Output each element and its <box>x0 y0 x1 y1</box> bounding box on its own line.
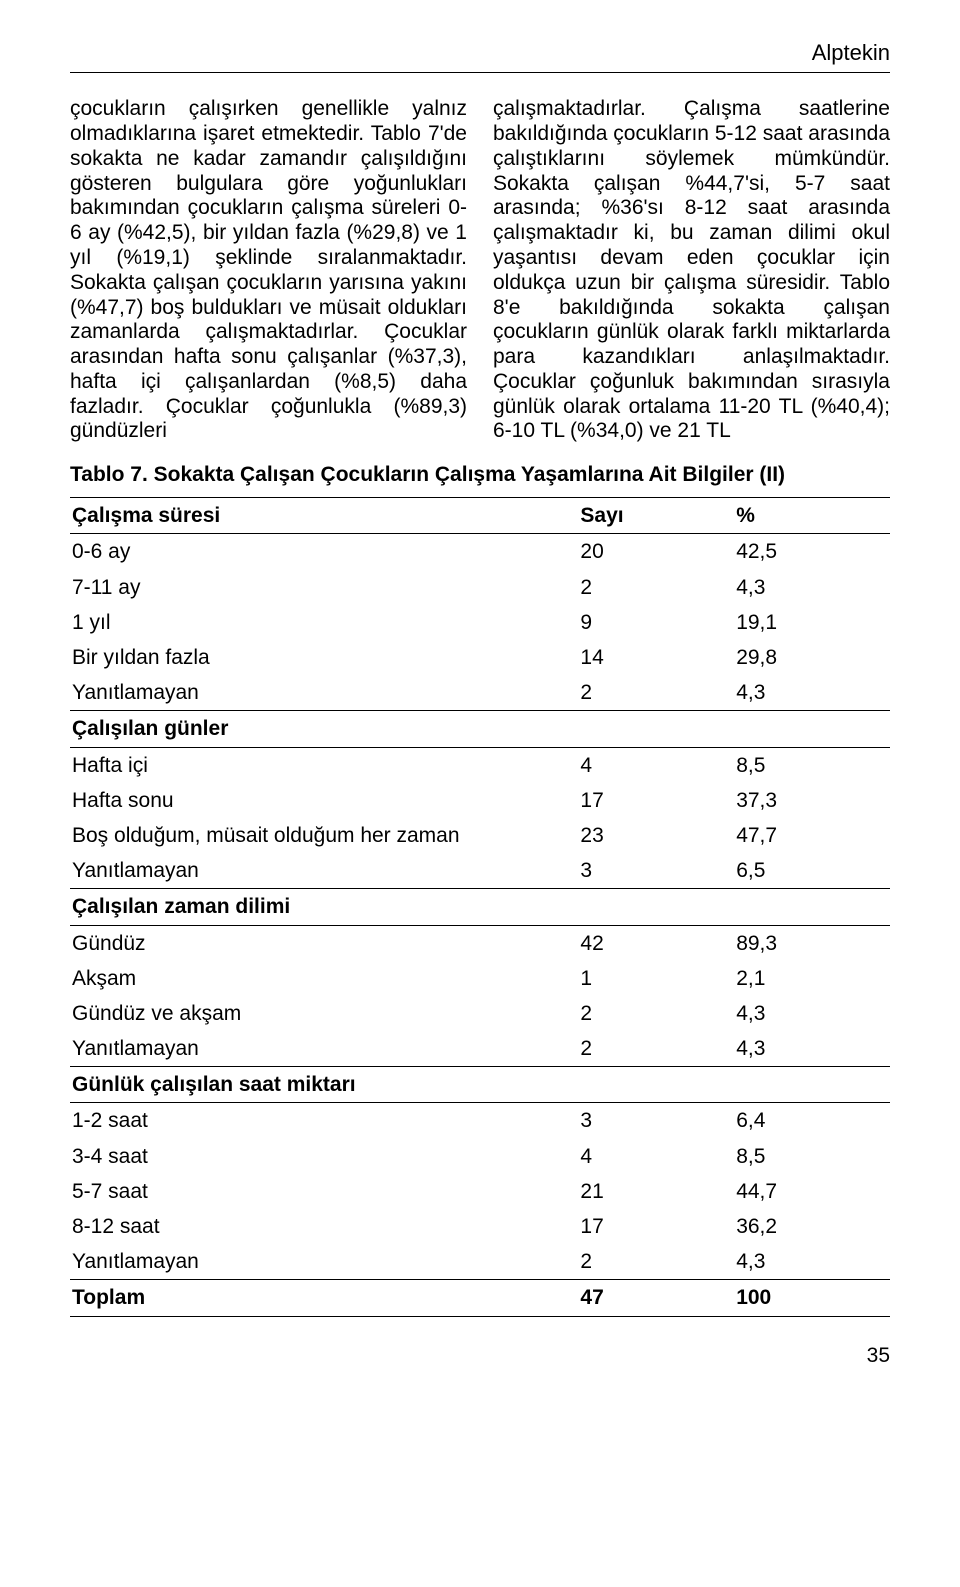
page-number: 35 <box>70 1343 890 1368</box>
running-head: Alptekin <box>70 40 890 66</box>
table-row: Yanıtlamayan36,5 <box>70 853 890 889</box>
table-cell-label: Boş olduğum, müsait olduğum her zaman <box>70 818 578 853</box>
table-row: Yanıtlamayan24,3 <box>70 1244 890 1280</box>
table-cell-label: Yanıtlamayan <box>70 1031 578 1067</box>
left-column: çocukların çalışırken genellikle yalnız … <box>70 97 467 444</box>
table-row: 1 yıl919,1 <box>70 605 890 640</box>
table-cell-sayi: 3 <box>578 1103 734 1139</box>
table-cell-label: Akşam <box>70 961 578 996</box>
table-section-header-cell: Çalışılan zaman dilimi <box>70 889 890 925</box>
table-section-header: Çalışılan günler <box>70 711 890 747</box>
table-cell-sayi: 2 <box>578 1031 734 1067</box>
table-cell-sayi: 14 <box>578 640 734 675</box>
table-section-header: Çalışılan zaman dilimi <box>70 889 890 925</box>
table-cell-pct: 44,7 <box>734 1174 890 1209</box>
table-cell-pct: 29,8 <box>734 640 890 675</box>
table-cell-label: 1 yıl <box>70 605 578 640</box>
table-total-row: Toplam47100 <box>70 1280 890 1316</box>
table-cell-sayi: 21 <box>578 1174 734 1209</box>
table-cell-label: 8-12 saat <box>70 1209 578 1244</box>
table-cell-sayi: 2 <box>578 675 734 711</box>
table-cell-pct: 4,3 <box>734 1244 890 1280</box>
table-row: Yanıtlamayan24,3 <box>70 1031 890 1067</box>
table-row: Hafta içi48,5 <box>70 747 890 783</box>
table-row: 7-11 ay24,3 <box>70 570 890 605</box>
table-cell-sayi: 2 <box>578 570 734 605</box>
table-section-header-cell: Çalışılan günler <box>70 711 890 747</box>
table-cell-label: Hafta sonu <box>70 783 578 818</box>
table-cell-sayi: 9 <box>578 605 734 640</box>
table-cell-sayi: 42 <box>578 925 734 961</box>
table-row: 8-12 saat1736,2 <box>70 1209 890 1244</box>
table-row: Yanıtlamayan24,3 <box>70 675 890 711</box>
col-header-sayi: Sayı <box>578 498 734 534</box>
table-cell-sayi: 23 <box>578 818 734 853</box>
right-column-text: çalışmaktadırlar. Çalışma saatlerine bak… <box>493 97 890 444</box>
table-cell-label: 5-7 saat <box>70 1174 578 1209</box>
table-cell-pct: 4,3 <box>734 996 890 1031</box>
table-cell-sayi: 2 <box>578 996 734 1031</box>
table-cell-sayi: 4 <box>578 747 734 783</box>
table-row: Boş olduğum, müsait olduğum her zaman234… <box>70 818 890 853</box>
table-cell-sayi: 4 <box>578 1139 734 1174</box>
table-cell-label: Bir yıldan fazla <box>70 640 578 675</box>
table-row: 0-6 ay2042,5 <box>70 534 890 570</box>
table-cell-sayi: 20 <box>578 534 734 570</box>
header-rule <box>70 72 890 73</box>
table-cell-pct: 4,3 <box>734 675 890 711</box>
table-cell-sayi: 1 <box>578 961 734 996</box>
table-cell-pct: 4,3 <box>734 570 890 605</box>
table-cell-label: Yanıtlamayan <box>70 853 578 889</box>
table-row: 1-2 saat36,4 <box>70 1103 890 1139</box>
table-row: Akşam12,1 <box>70 961 890 996</box>
table-cell-pct: 4,3 <box>734 1031 890 1067</box>
table-body: 0-6 ay2042,57-11 ay24,31 yıl919,1Bir yıl… <box>70 534 890 1316</box>
table-total-pct: 100 <box>734 1280 890 1316</box>
table-row: 3-4 saat48,5 <box>70 1139 890 1174</box>
table-total-sayi: 47 <box>578 1280 734 1316</box>
table-section-header: Günlük çalışılan saat miktarı <box>70 1067 890 1103</box>
table-cell-sayi: 17 <box>578 1209 734 1244</box>
table-cell-sayi: 17 <box>578 783 734 818</box>
table-cell-pct: 42,5 <box>734 534 890 570</box>
table-cell-sayi: 2 <box>578 1244 734 1280</box>
table-row: Bir yıldan fazla1429,8 <box>70 640 890 675</box>
right-column: çalışmaktadırlar. Çalışma saatlerine bak… <box>493 97 890 444</box>
table-total-label: Toplam <box>70 1280 578 1316</box>
table-cell-sayi: 3 <box>578 853 734 889</box>
left-column-text: çocukların çalışırken genellikle yalnız … <box>70 97 467 444</box>
body-columns: çocukların çalışırken genellikle yalnız … <box>70 97 890 444</box>
table-cell-label: Yanıtlamayan <box>70 1244 578 1280</box>
table-cell-pct: 47,7 <box>734 818 890 853</box>
table-row: Gündüz4289,3 <box>70 925 890 961</box>
table-cell-label: 0-6 ay <box>70 534 578 570</box>
table-row: 5-7 saat2144,7 <box>70 1174 890 1209</box>
table-cell-pct: 89,3 <box>734 925 890 961</box>
data-table: Çalışma süresi Sayı % 0-6 ay2042,57-11 a… <box>70 497 890 1316</box>
table-cell-label: Yanıtlamayan <box>70 675 578 711</box>
table-title: Tablo 7. Sokakta Çalışan Çocukların Çalı… <box>70 462 890 487</box>
col-header-pct: % <box>734 498 890 534</box>
table-cell-label: Hafta içi <box>70 747 578 783</box>
table-cell-pct: 2,1 <box>734 961 890 996</box>
table-cell-label: 1-2 saat <box>70 1103 578 1139</box>
table-section-header-cell: Günlük çalışılan saat miktarı <box>70 1067 890 1103</box>
table-cell-pct: 8,5 <box>734 1139 890 1174</box>
table-cell-pct: 19,1 <box>734 605 890 640</box>
table-cell-pct: 37,3 <box>734 783 890 818</box>
col-header-label: Çalışma süresi <box>70 498 578 534</box>
table-row: Gündüz ve akşam24,3 <box>70 996 890 1031</box>
table-cell-label: Gündüz <box>70 925 578 961</box>
table-cell-label: 3-4 saat <box>70 1139 578 1174</box>
table-cell-label: 7-11 ay <box>70 570 578 605</box>
table-cell-pct: 8,5 <box>734 747 890 783</box>
table-cell-label: Gündüz ve akşam <box>70 996 578 1031</box>
table-header-row: Çalışma süresi Sayı % <box>70 498 890 534</box>
table-cell-pct: 36,2 <box>734 1209 890 1244</box>
table-cell-pct: 6,4 <box>734 1103 890 1139</box>
table-cell-pct: 6,5 <box>734 853 890 889</box>
table-row: Hafta sonu1737,3 <box>70 783 890 818</box>
